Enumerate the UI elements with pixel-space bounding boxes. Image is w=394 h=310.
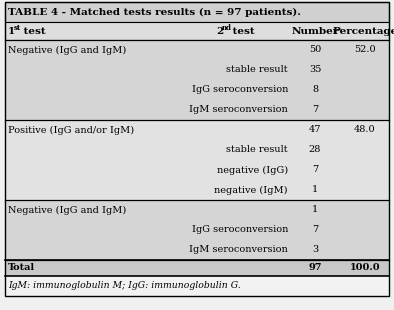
Text: nd: nd <box>222 24 232 33</box>
Bar <box>5 80 389 100</box>
Text: 2: 2 <box>216 26 223 36</box>
Text: 47: 47 <box>309 126 321 135</box>
Bar <box>5 160 389 180</box>
Text: IgM: immunoglobulin M; IgG: immunoglobulin G.: IgM: immunoglobulin M; IgG: immunoglobul… <box>8 281 241 290</box>
Bar <box>5 276 389 296</box>
Text: 50: 50 <box>309 46 321 55</box>
Bar <box>5 180 389 200</box>
Text: IgM seroconversion: IgM seroconversion <box>189 105 288 114</box>
Bar <box>5 100 389 120</box>
Text: 3: 3 <box>312 246 318 255</box>
Text: 28: 28 <box>309 145 321 154</box>
Text: 7: 7 <box>312 105 318 114</box>
Text: 1: 1 <box>312 206 318 215</box>
Bar <box>5 120 389 140</box>
Bar <box>5 22 389 40</box>
Text: 1: 1 <box>312 185 318 194</box>
Text: Number: Number <box>292 26 338 36</box>
Text: IgM seroconversion: IgM seroconversion <box>189 246 288 255</box>
Bar <box>5 60 389 80</box>
Text: 8: 8 <box>312 86 318 95</box>
Text: test: test <box>20 26 46 36</box>
Text: Negative (IgG and IgM): Negative (IgG and IgM) <box>8 46 126 55</box>
Bar <box>5 40 389 60</box>
Text: negative (IgG): negative (IgG) <box>217 166 288 175</box>
Bar <box>5 260 389 276</box>
Text: IgG seroconversion: IgG seroconversion <box>191 86 288 95</box>
Text: stable result: stable result <box>227 145 288 154</box>
Text: test: test <box>229 26 255 36</box>
Bar <box>5 200 389 220</box>
Bar <box>5 2 389 22</box>
Text: 35: 35 <box>309 65 321 74</box>
Text: 7: 7 <box>312 166 318 175</box>
Bar <box>5 240 389 260</box>
Text: 97: 97 <box>308 264 322 272</box>
Text: st: st <box>13 24 21 33</box>
Text: IgG seroconversion: IgG seroconversion <box>191 225 288 234</box>
Text: negative (IgM): negative (IgM) <box>214 185 288 195</box>
Text: stable result: stable result <box>227 65 288 74</box>
Text: Percentage: Percentage <box>333 26 394 36</box>
Text: Negative (IgG and IgM): Negative (IgG and IgM) <box>8 206 126 215</box>
Text: Total: Total <box>8 264 35 272</box>
Text: 100.0: 100.0 <box>350 264 380 272</box>
Bar <box>5 140 389 160</box>
Bar <box>5 220 389 240</box>
Text: 48.0: 48.0 <box>354 126 376 135</box>
Text: 52.0: 52.0 <box>354 46 376 55</box>
Text: Positive (IgG and/or IgM): Positive (IgG and/or IgM) <box>8 126 134 135</box>
Text: TABLE 4 - Matched tests results (n = 97 patients).: TABLE 4 - Matched tests results (n = 97 … <box>8 7 301 16</box>
Text: 1: 1 <box>8 26 15 36</box>
Text: 7: 7 <box>312 225 318 234</box>
